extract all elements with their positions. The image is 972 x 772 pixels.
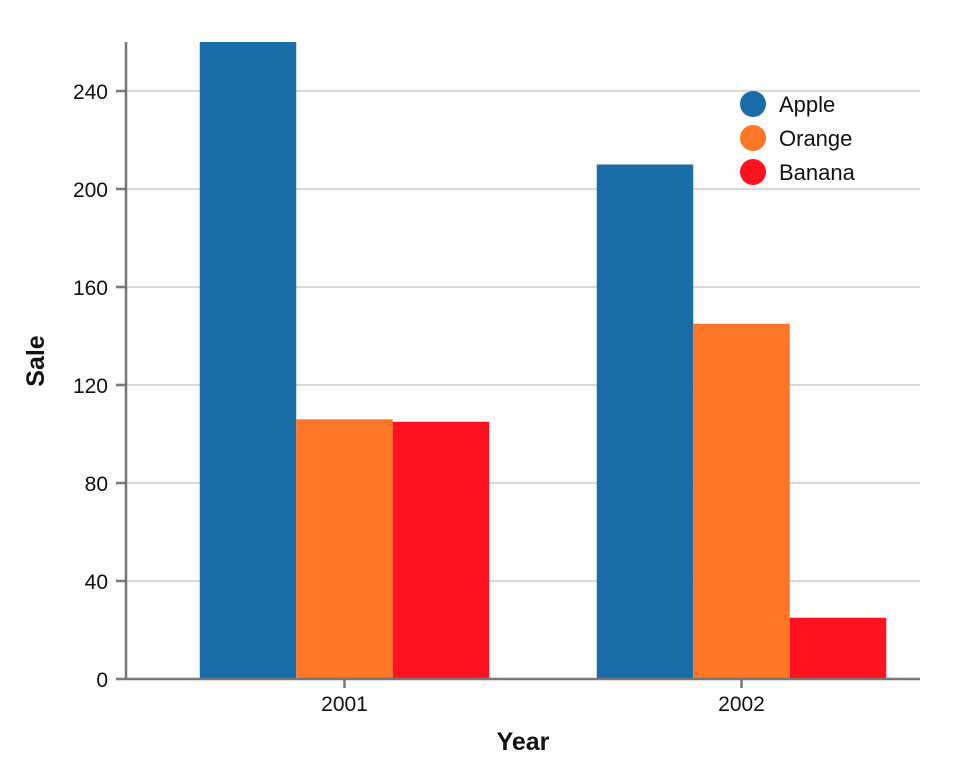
y-axis-title: Sale	[22, 335, 50, 387]
y-tick-label: 240	[73, 81, 108, 104]
legend-swatch	[740, 91, 766, 117]
legend-swatch	[740, 125, 766, 151]
bar-apple-2001	[199, 42, 297, 679]
y-tick-label: 120	[73, 375, 108, 398]
legend-label: Apple	[779, 92, 835, 117]
y-tick-label: 80	[85, 473, 108, 496]
bar-orange-2002	[693, 323, 790, 679]
bars	[199, 42, 887, 679]
x-axis-title: Year	[497, 728, 550, 756]
y-tick-label: 160	[73, 277, 108, 300]
legend: Apple Orange Banana	[740, 91, 856, 185]
x-tick-label: 2001	[321, 693, 368, 716]
bar-banana-2001	[392, 421, 490, 679]
x-tick-labels: 2001 2002	[321, 679, 765, 716]
y-tick-label: 40	[85, 571, 108, 594]
legend-item-orange: Orange	[740, 125, 852, 151]
bar-banana-2002	[789, 617, 887, 679]
legend-swatch	[740, 159, 766, 185]
legend-item-banana: Banana	[740, 159, 856, 185]
legend-label: Banana	[779, 160, 856, 185]
bar-orange-2001	[296, 419, 393, 679]
bar-apple-2002	[596, 164, 694, 679]
legend-item-apple: Apple	[740, 91, 835, 117]
y-tick-labels: 0 40 80 120 160 200 240	[73, 81, 126, 692]
y-tick-label: 0	[96, 669, 108, 692]
legend-label: Orange	[779, 126, 852, 151]
x-tick-label: 2002	[718, 693, 765, 716]
y-tick-label: 200	[73, 179, 108, 202]
